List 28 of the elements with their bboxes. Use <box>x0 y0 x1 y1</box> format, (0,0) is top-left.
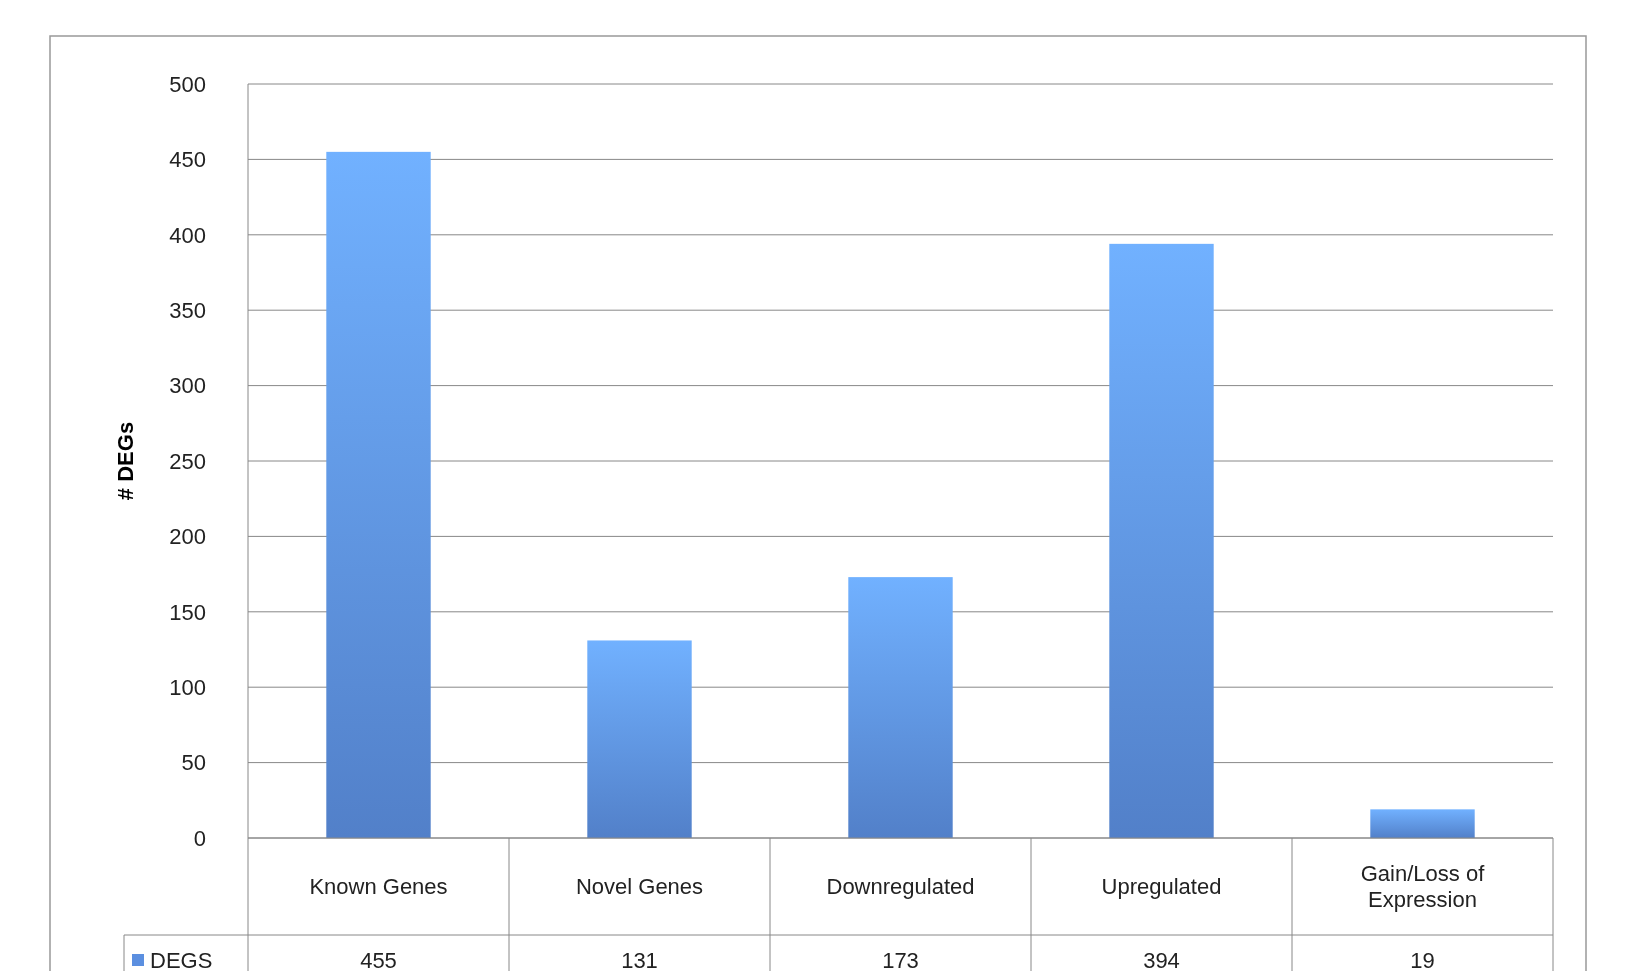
y-tick-label: 450 <box>169 147 206 173</box>
x-tick-label: Upregulated <box>1101 874 1222 900</box>
y-axis-title: # DEGs <box>113 421 138 501</box>
data-label: 455 <box>360 947 397 973</box>
y-tick-label: 500 <box>169 71 206 97</box>
data-label: 19 <box>1410 947 1435 973</box>
data-label: 173 <box>882 947 919 973</box>
y-tick-label: 0 <box>193 825 206 851</box>
bar <box>587 640 692 838</box>
x-tick-label: Downregulated <box>826 874 975 900</box>
bar <box>1370 809 1475 838</box>
y-tick-label: 350 <box>169 297 206 323</box>
y-tick-label: 200 <box>169 524 206 550</box>
y-tick-label: 100 <box>169 674 206 700</box>
x-tick-label: Novel Genes <box>575 874 704 900</box>
x-tick-label: Gain/Loss of Expression <box>1360 861 1486 913</box>
legend-label: DEGS <box>150 947 213 973</box>
y-tick-label: 250 <box>169 448 206 474</box>
y-tick-label: 150 <box>169 599 206 625</box>
bar <box>1109 243 1214 838</box>
bar <box>848 577 953 838</box>
y-tick-label: 50 <box>181 750 206 776</box>
x-tick-label: Known Genes <box>309 874 448 900</box>
y-tick-label: 300 <box>169 373 206 399</box>
bar <box>326 151 431 838</box>
data-label: 131 <box>621 947 658 973</box>
y-tick-label: 400 <box>169 222 206 248</box>
data-label: 394 <box>1143 947 1180 973</box>
